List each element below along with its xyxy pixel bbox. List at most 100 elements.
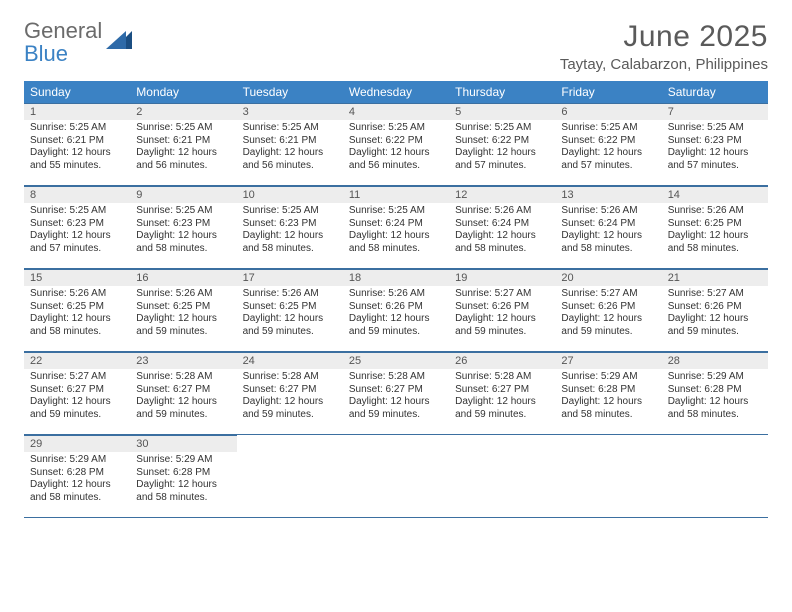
sunset-line: Sunset: 6:24 PM (349, 218, 443, 231)
sunset-line: Sunset: 6:23 PM (668, 135, 762, 148)
day-body: Sunrise: 5:27 AMSunset: 6:26 PMDaylight:… (449, 286, 555, 342)
day-body: Sunrise: 5:25 AMSunset: 6:21 PMDaylight:… (24, 120, 130, 176)
daylight-line: Daylight: 12 hours and 56 minutes. (349, 147, 443, 172)
header: General Blue June 2025 Taytay, Calabarzo… (24, 20, 768, 73)
day-body: Sunrise: 5:25 AMSunset: 6:22 PMDaylight:… (343, 120, 449, 176)
sunset-line: Sunset: 6:26 PM (455, 301, 549, 314)
sunset-line: Sunset: 6:21 PM (243, 135, 337, 148)
day-body: Sunrise: 5:27 AMSunset: 6:27 PMDaylight:… (24, 369, 130, 425)
day-cell: 18 Sunrise: 5:26 AMSunset: 6:26 PMDayligh… (343, 269, 449, 351)
day-body: Sunrise: 5:25 AMSunset: 6:24 PMDaylight:… (343, 203, 449, 259)
day-number: 11 (343, 186, 449, 203)
day-number: 14 (662, 186, 768, 203)
empty-cell (343, 435, 449, 517)
sunrise-line: Sunrise: 5:25 AM (349, 205, 443, 218)
month-title: June 2025 (560, 20, 768, 54)
day-number: 3 (237, 103, 343, 120)
day-number: 12 (449, 186, 555, 203)
sunrise-line: Sunrise: 5:29 AM (136, 454, 230, 467)
sunrise-line: Sunrise: 5:26 AM (349, 288, 443, 301)
day-number: 22 (24, 352, 130, 369)
day-body: Sunrise: 5:27 AMSunset: 6:26 PMDaylight:… (555, 286, 661, 342)
day-number: 18 (343, 269, 449, 286)
week-row: 29Sunrise: 5:29 AMSunset: 6:28 PMDayligh… (24, 435, 768, 518)
sunrise-line: Sunrise: 5:28 AM (455, 371, 549, 384)
empty-cell (449, 435, 555, 517)
daylight-line: Daylight: 12 hours and 59 minutes. (243, 313, 337, 338)
empty-cell (555, 435, 661, 517)
day-body: Sunrise: 5:25 AMSunset: 6:23 PMDaylight:… (130, 203, 236, 259)
sunset-line: Sunset: 6:27 PM (243, 384, 337, 397)
daylight-line: Daylight: 12 hours and 58 minutes. (136, 479, 230, 504)
dow-cell: Monday (130, 81, 236, 103)
day-number: 2 (130, 103, 236, 120)
day-number: 26 (449, 352, 555, 369)
sunrise-line: Sunrise: 5:26 AM (561, 205, 655, 218)
day-body: Sunrise: 5:28 AMSunset: 6:27 PMDaylight:… (130, 369, 236, 425)
week-row: 15 Sunrise: 5:26 AM Sunset: 6:25 PM Dayligh… (24, 269, 768, 352)
sunrise-line: Sunrise: 5:29 AM (561, 371, 655, 384)
day-cell: 17Sunrise: 5:26 AMSunset: 6:25 PMDayligh… (237, 269, 343, 351)
sunset-line: Sunset: 6:25 PM (668, 218, 762, 231)
sunrise-line: Sunrise: 5:28 AM (243, 371, 337, 384)
daylight-line: Daylight: 12 hours and 58 minutes. (30, 479, 124, 504)
dow-cell: Thursday (449, 81, 555, 103)
day-number: 30 (130, 435, 236, 452)
day-cell: 15Sunrise: 5:26 AMSunset: 6:25 PMDayligh… (24, 269, 130, 351)
weeks-container: 1Sunrise: 5:25 AMSunset: 6:21 PMDaylight… (24, 103, 768, 518)
sunset-line: Sunset: 6:22 PM (349, 135, 443, 148)
day-body: Sunrise: 5:25 AMSunset: 6:21 PMDaylight:… (130, 120, 236, 176)
sunset-line: Sunset: 6:27 PM (30, 384, 124, 397)
dow-cell: Wednesday (343, 81, 449, 103)
sunrise-line: Sunrise: 5:27 AM (668, 288, 762, 301)
dow-cell: Tuesday (237, 81, 343, 103)
day-cell: 6Sunrise: 5:25 AMSunset: 6:22 PMDaylight… (555, 103, 661, 185)
day-cell: 16Sunrise: 5:26 AMSunset: 6:25 PMDayligh… (130, 269, 236, 351)
sunset-line: Sunset: 6:28 PM (136, 467, 230, 480)
day-body: Sunrise: 5:26 AMSunset: 6:24 PMDaylight:… (449, 203, 555, 259)
daylight-line: Daylight: 12 hours and 58 minutes. (455, 230, 549, 255)
day-cell: 7Sunrise: 5:25 AMSunset: 6:23 PMDaylight… (662, 103, 768, 185)
daylight-line: Daylight: 12 hours and 59 minutes. (455, 396, 549, 421)
day-cell: 19Sunrise: 5:27 AMSunset: 6:26 PMDayligh… (449, 269, 555, 351)
day-number: 23 (130, 352, 236, 369)
day-cell: 29Sunrise: 5:29 AMSunset: 6:28 PMDayligh… (24, 435, 130, 517)
day-number: 20 (555, 269, 661, 286)
day-body: Sunrise: 5:29 AMSunset: 6:28 PMDaylight:… (662, 369, 768, 425)
day-number: 10 (237, 186, 343, 203)
day-cell: 8Sunrise: 5:25 AMSunset: 6:23 PMDaylight… (24, 186, 130, 268)
day-body: Sunrise: 5:25 AMSunset: 6:23 PMDaylight:… (24, 203, 130, 259)
logo-general: General (24, 18, 102, 43)
sunset-line: Sunset: 6:27 PM (349, 384, 443, 397)
day-cell: 26Sunrise: 5:28 AMSunset: 6:27 PMDayligh… (449, 352, 555, 434)
dow-cell: Sunday (24, 81, 130, 103)
day-cell: 4Sunrise: 5:25 AMSunset: 6:22 PMDaylight… (343, 103, 449, 185)
day-number: 5 (449, 103, 555, 120)
day-number: 4 (343, 103, 449, 120)
daylight-line: Daylight: 12 hours and 58 minutes. (349, 230, 443, 255)
day-body: Sunrise: 5:25 AMSunset: 6:23 PMDaylight:… (237, 203, 343, 259)
daylight-line: Daylight: 12 hours and 57 minutes. (668, 147, 762, 172)
sunrise-line: Sunrise: 5:28 AM (349, 371, 443, 384)
day-cell: 13Sunrise: 5:26 AMSunset: 6:24 PMDayligh… (555, 186, 661, 268)
day-number: 15 (24, 269, 130, 286)
day-cell: 10Sunrise: 5:25 AMSunset: 6:23 PMDayligh… (237, 186, 343, 268)
daylight-line: Daylight: 12 hours and 58 minutes. (668, 230, 762, 255)
daylight-line: Daylight: 12 hours and 59 minutes. (561, 313, 655, 338)
day-cell: 22Sunrise: 5:27 AMSunset: 6:27 PMDayligh… (24, 352, 130, 434)
day-number: 29 (24, 435, 130, 452)
sunrise-line: Sunrise: 5:26 AM (30, 288, 124, 301)
sunset-line: Sunset: 6:26 PM (349, 301, 443, 314)
sunset-line: Sunset: 6:25 PM (136, 301, 230, 314)
week-row: 22Sunrise: 5:27 AMSunset: 6:27 PMDayligh… (24, 352, 768, 435)
logo: General Blue (24, 20, 132, 66)
day-body: Sunrise: 5:27 AMSunset: 6:26 PMDaylight:… (662, 286, 768, 342)
day-number: 1 (24, 103, 130, 120)
daylight-line: Daylight: 12 hours and 58 minutes. (561, 396, 655, 421)
daylight-line: Daylight: 12 hours and 57 minutes. (455, 147, 549, 172)
daylight-line: Daylight: 12 hours and 59 minutes. (30, 396, 124, 421)
day-body: Sunrise: 5:28 AMSunset: 6:27 PMDaylight:… (343, 369, 449, 425)
daylight-line: Daylight: 12 hours and 59 minutes. (349, 313, 443, 338)
day-cell: 3Sunrise: 5:25 AMSunset: 6:21 PMDaylight… (237, 103, 343, 185)
sunset-line: Sunset: 6:28 PM (668, 384, 762, 397)
